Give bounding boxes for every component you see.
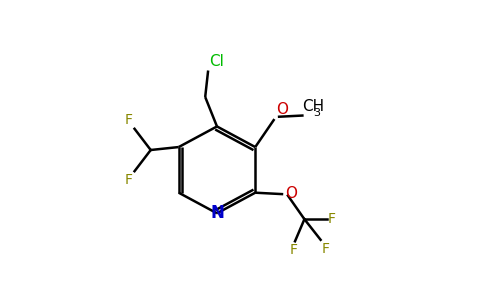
Text: F: F: [125, 173, 133, 187]
Text: F: F: [328, 212, 336, 226]
Text: F: F: [321, 242, 330, 256]
Text: Cl: Cl: [210, 54, 225, 69]
Text: O: O: [285, 186, 297, 201]
Text: CH: CH: [302, 99, 324, 114]
Text: N: N: [210, 204, 224, 222]
Text: O: O: [276, 102, 288, 117]
Text: F: F: [125, 113, 133, 127]
Text: F: F: [289, 243, 297, 257]
Text: 3: 3: [314, 108, 320, 118]
